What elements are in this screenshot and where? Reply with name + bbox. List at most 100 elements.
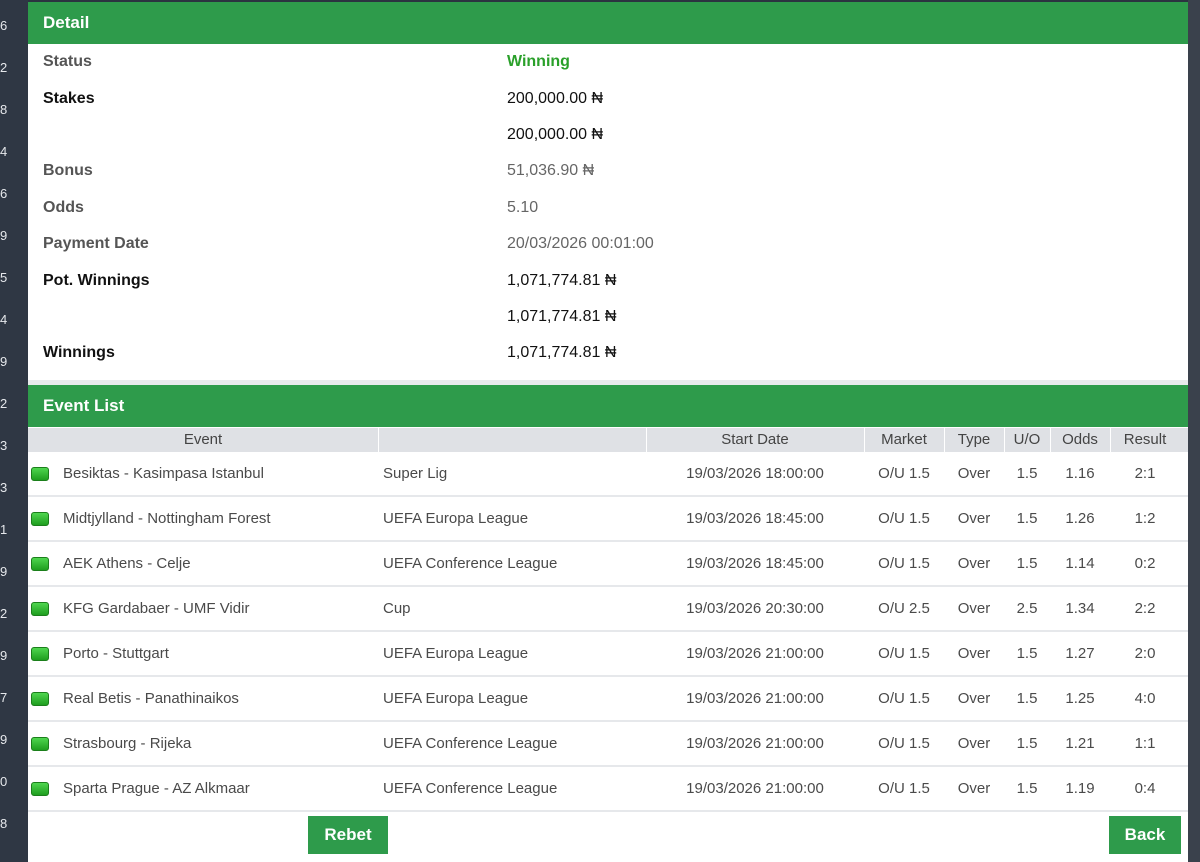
event-name: Strasbourg - Rijeka	[63, 735, 192, 752]
start-date: 19/03/2026 21:00:00	[686, 690, 824, 707]
gutter-number: 2	[0, 606, 8, 621]
green-status-icon	[31, 467, 49, 481]
gutter-number: 3	[0, 480, 8, 495]
gutter-number: 9	[0, 648, 8, 663]
table-row[interactable]: Strasbourg - Rijeka UEFA Conference Leagu…	[28, 722, 1188, 767]
gutter-number: 5	[0, 270, 8, 285]
event-list-header: Event List	[28, 385, 1188, 427]
detail-row-stakes-secondary: 200,000.00 ₦	[28, 117, 1188, 153]
bet-type: Over	[957, 555, 991, 572]
green-status-icon	[31, 557, 49, 571]
line-number-gutter: 6 2 8 4 6 9 5 4 9 2 3 3 1 9 2 9 7 9 0 8	[0, 0, 28, 862]
market: O/U 1.5	[878, 510, 930, 527]
bet-type: Over	[957, 645, 991, 662]
start-date: 19/03/2026 21:00:00	[686, 645, 824, 662]
event-name: Porto - Stuttgart	[63, 645, 169, 662]
rebet-button[interactable]: Rebet	[308, 816, 388, 854]
stakes-value: 200,000.00 ₦	[507, 90, 604, 107]
odds-value: 1.19	[1065, 780, 1095, 797]
result-value: 2:2	[1134, 600, 1156, 617]
bet-type: Over	[957, 465, 991, 482]
league-name: UEFA Europa League	[383, 690, 529, 707]
detail-row-pot-winnings-secondary: 1,071,774.81 ₦	[28, 299, 1188, 335]
market: O/U 1.5	[878, 555, 930, 572]
gutter-number: 2	[0, 396, 8, 411]
uo-value: 1.5	[1016, 735, 1038, 752]
league-name: UEFA Europa League	[383, 510, 529, 527]
event-table-header: Event Start Date Market Type U/O Odds Re…	[28, 428, 1188, 452]
event-name: AEK Athens - Celje	[63, 555, 191, 572]
table-row[interactable]: Real Betis - Panathinaikos UEFA Europa Le…	[28, 677, 1188, 722]
detail-row-bonus: Bonus 51,036.90 ₦	[28, 153, 1188, 189]
column-header-event[interactable]: Event	[183, 431, 223, 448]
pot-winnings-secondary-value: 1,071,774.81 ₦	[507, 308, 617, 325]
bet-type: Over	[957, 510, 991, 527]
odds-value: 1.34	[1065, 600, 1095, 617]
column-header-result[interactable]: Result	[1123, 431, 1167, 448]
table-row[interactable]: Midtjylland - Nottingham Forest UEFA Euro…	[28, 497, 1188, 542]
scrollbar[interactable]	[1188, 0, 1200, 862]
table-row[interactable]: Besiktas - Kasimpasa Istanbul Super Lig 19…	[28, 452, 1188, 497]
detail-label: Odds	[43, 199, 84, 216]
gutter-number: 4	[0, 312, 8, 327]
odds-value: 1.16	[1065, 465, 1095, 482]
gutter-number: 9	[0, 732, 8, 747]
uo-value: 2.5	[1016, 600, 1038, 617]
column-header-market[interactable]: Market	[881, 431, 927, 448]
stakes-secondary-value: 200,000.00 ₦	[507, 126, 604, 143]
table-row[interactable]: AEK Athens - Celje UEFA Conference League…	[28, 542, 1188, 587]
column-header-type[interactable]: Type	[957, 431, 991, 448]
column-header-odds[interactable]: Odds	[1062, 431, 1098, 448]
bet-type: Over	[957, 735, 991, 752]
league-name: Super Lig	[383, 465, 448, 482]
gutter-number: 2	[0, 60, 8, 75]
uo-value: 1.5	[1016, 780, 1038, 797]
gutter-number: 7	[0, 690, 8, 705]
payment-date-value: 20/03/2026 00:01:00	[507, 235, 654, 252]
detail-label: Status	[43, 53, 92, 70]
odds-value: 5.10	[507, 199, 539, 216]
odds-value: 1.14	[1065, 555, 1095, 572]
back-button[interactable]: Back	[1109, 816, 1181, 854]
gutter-number: 4	[0, 144, 8, 159]
result-value: 1:1	[1134, 735, 1156, 752]
start-date: 19/03/2026 20:30:00	[686, 600, 824, 617]
green-status-icon	[31, 782, 49, 796]
league-name: Cup	[383, 600, 411, 617]
event-name: Besiktas - Kasimpasa Istanbul	[63, 465, 264, 482]
event-name: Midtjylland - Nottingham Forest	[63, 510, 271, 527]
start-date: 19/03/2026 18:45:00	[686, 510, 824, 527]
uo-value: 1.5	[1016, 555, 1038, 572]
start-date: 19/03/2026 21:00:00	[686, 735, 824, 752]
column-divider	[1004, 428, 1005, 452]
green-status-icon	[31, 692, 49, 706]
result-value: 4:0	[1134, 690, 1156, 707]
green-status-icon	[31, 602, 49, 616]
table-row[interactable]: KFG Gardabaer - UMF Vidir Cup 19/03/2026 2…	[28, 587, 1188, 632]
result-value: 2:1	[1134, 465, 1156, 482]
gutter-number: 0	[0, 774, 8, 789]
table-row[interactable]: Porto - Stuttgart UEFA Europa League 19/03…	[28, 632, 1188, 677]
result-value: 0:4	[1134, 780, 1156, 797]
column-header-uo[interactable]: U/O	[1013, 431, 1041, 448]
league-name: UEFA Conference League	[383, 555, 558, 572]
detail-label: Stakes	[43, 90, 95, 107]
column-header-start-date[interactable]: Start Date	[721, 431, 789, 448]
detail-row-stakes: Stakes 200,000.00 ₦	[28, 81, 1188, 117]
gutter-number: 8	[0, 102, 8, 117]
bet-type: Over	[957, 780, 991, 797]
status-value: Winning	[507, 53, 570, 70]
gutter-number: 9	[0, 354, 8, 369]
green-status-icon	[31, 737, 49, 751]
gutter-number: 1	[0, 522, 8, 537]
gutter-number: 6	[0, 186, 8, 201]
gutter-number: 8	[0, 816, 8, 831]
uo-value: 1.5	[1016, 690, 1038, 707]
event-name: Sparta Prague - AZ Alkmaar	[63, 780, 250, 797]
table-row[interactable]: Sparta Prague - AZ Alkmaar UEFA Conferenc…	[28, 767, 1188, 812]
bet-type: Over	[957, 690, 991, 707]
start-date: 19/03/2026 18:45:00	[686, 555, 824, 572]
market: O/U 1.5	[878, 690, 930, 707]
league-name: UEFA Conference League	[383, 735, 558, 752]
gutter-number: 3	[0, 438, 8, 453]
